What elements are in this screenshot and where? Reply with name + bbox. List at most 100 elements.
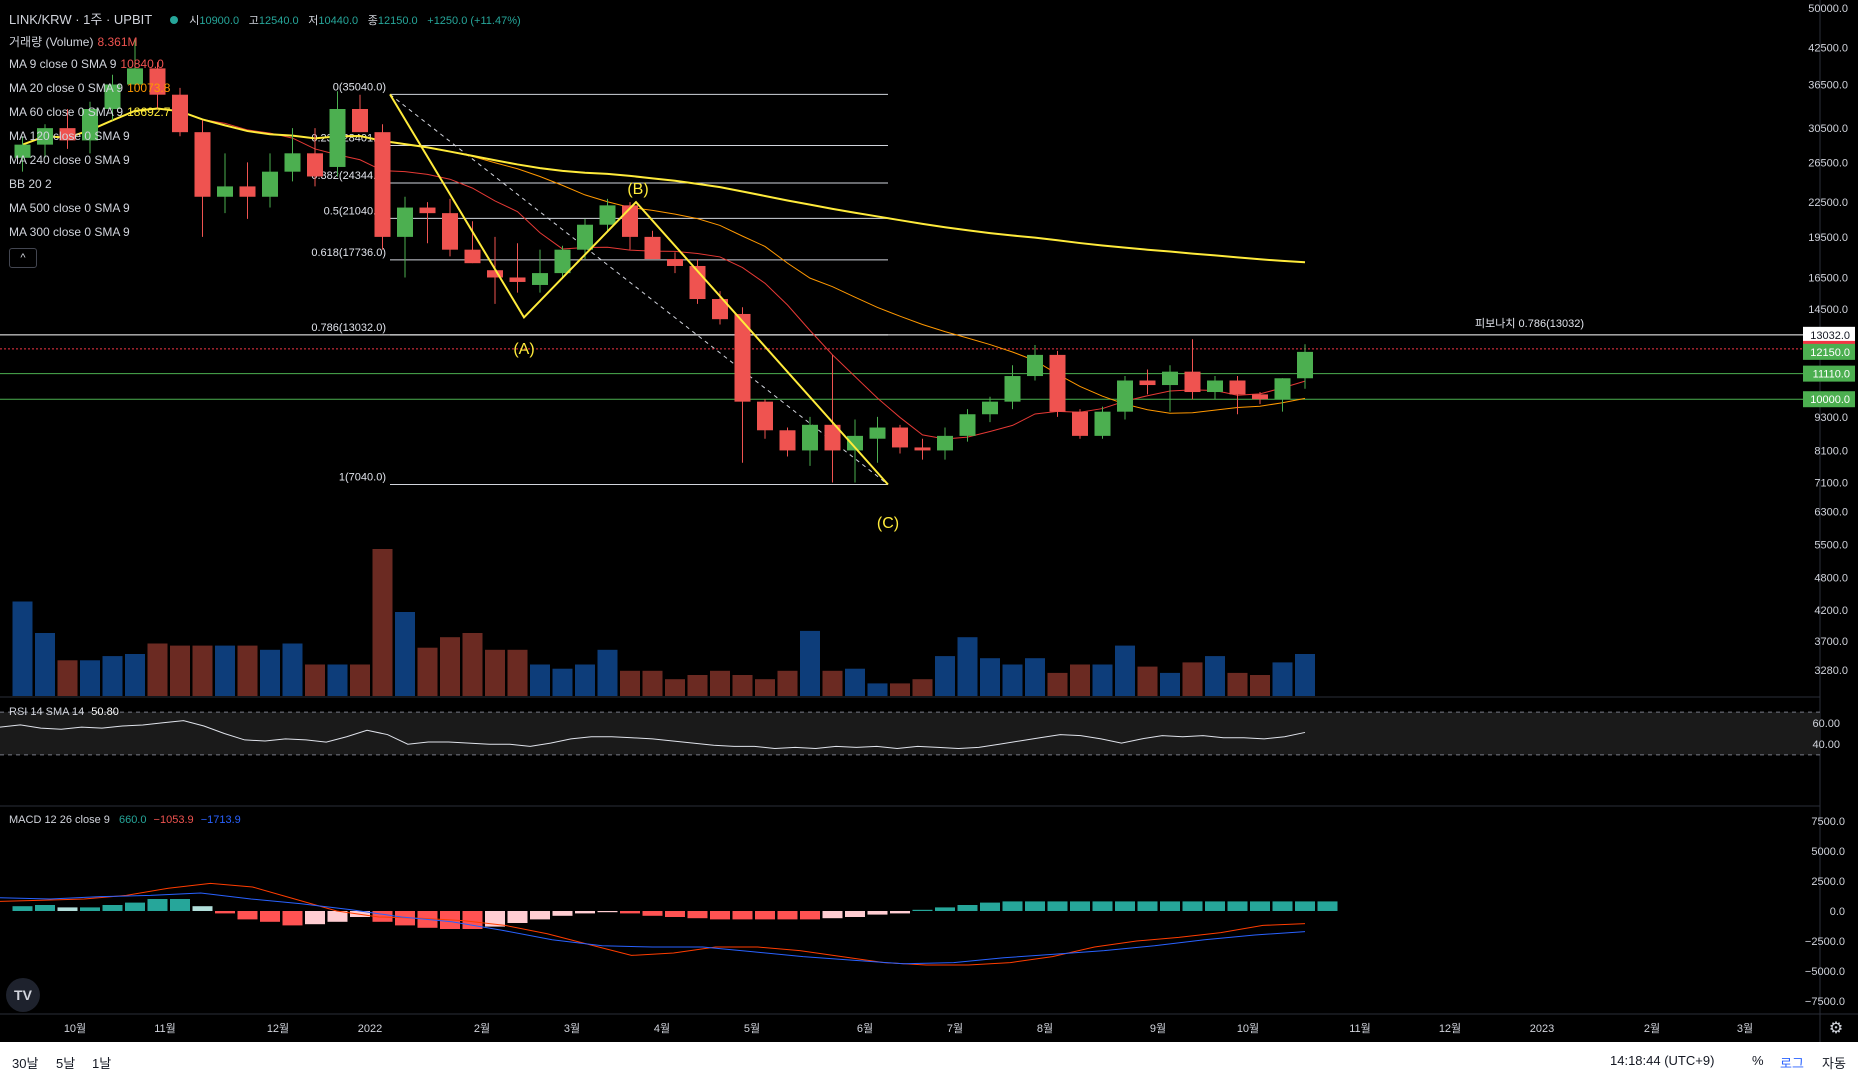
candle-body — [982, 401, 998, 415]
volume-bar — [485, 649, 505, 696]
macd-label: MACD 12 26 close 9 — [9, 814, 110, 826]
macd-histogram-bar — [530, 911, 550, 920]
tradingview-logo[interactable]: TV — [6, 978, 40, 1012]
volume-bar — [440, 637, 460, 696]
macd-histogram-bar — [485, 911, 505, 927]
macd-histogram-bar — [80, 907, 100, 911]
time-axis-label: 2022 — [358, 1023, 382, 1035]
indicator-row[interactable]: MA 9 close 0 SMA 9 10840.0 — [9, 57, 168, 71]
candle-body — [464, 249, 481, 264]
time-axis-label: 2023 — [1530, 1023, 1554, 1035]
macd-histogram-bar — [845, 911, 865, 917]
elliott-wave-line — [389, 93, 889, 486]
macd-histogram-bar — [192, 906, 213, 911]
price-tag-label: 11110.0 — [1813, 369, 1850, 381]
candle-body — [1274, 378, 1291, 400]
macd-axis-label: 0.0 — [1830, 906, 1845, 918]
indicator-label: MA 60 close 0 SMA 9 — [9, 105, 124, 119]
price-axis-label: 4200.0 — [1814, 605, 1848, 617]
auto-scale-button[interactable]: 자동 — [1822, 1056, 1846, 1071]
candle-body — [1049, 354, 1066, 412]
indicator-row[interactable]: 거래량 (Volume) 8.361M — [9, 33, 142, 50]
indicator-label: MA 120 close 0 SMA 9 — [9, 129, 130, 143]
macd-histogram-bar — [687, 911, 708, 919]
candle-body — [757, 401, 773, 431]
percent-scale-button[interactable]: % — [1752, 1053, 1764, 1068]
time-axis-label: 3월 — [1737, 1022, 1753, 1035]
macd-histogram-bar — [1047, 901, 1068, 911]
indicator-row[interactable]: MA 120 close 0 SMA 9 — [9, 129, 134, 143]
chart-canvas[interactable]: 0(35040.0)0.236(28401.0)0.382(24344.0)0.… — [0, 0, 1858, 1042]
candle-body — [824, 424, 841, 451]
price-axis-label: 8100.0 — [1814, 445, 1848, 457]
volume-bar — [102, 656, 123, 696]
indicator-row[interactable]: MA 500 close 0 SMA 9 — [9, 201, 134, 215]
macd-histogram-bar — [620, 911, 640, 914]
indicator-label: 거래량 (Volume) — [9, 35, 94, 49]
indicator-row[interactable]: BB 20 2 — [9, 177, 56, 191]
macd-histogram-bar — [170, 899, 190, 911]
volume-bar — [642, 670, 663, 696]
indicator-row[interactable]: MA 60 close 0 SMA 9 18692.7 — [9, 105, 174, 119]
volume-bar — [57, 660, 78, 696]
macd-signal-value: −1713.9 — [200, 814, 241, 826]
macd-histogram-bar — [1070, 901, 1090, 911]
timeframe-5d-button[interactable]: 5날 — [56, 1056, 76, 1071]
rsi-line — [0, 720, 1306, 749]
candle-body — [217, 186, 233, 197]
price-axis-label: 4800.0 — [1814, 573, 1848, 585]
macd-histogram-bar — [1137, 901, 1158, 911]
volume-bar — [1115, 645, 1135, 696]
ohlc-low: 10440.0 — [318, 15, 359, 27]
candle-body — [599, 205, 616, 225]
candle-body — [509, 277, 526, 282]
macd-line — [0, 882, 1306, 966]
volume-bar — [755, 679, 775, 696]
macd-histogram-bar — [35, 905, 55, 911]
macd-histogram-bar — [597, 911, 618, 913]
volume-bar — [1182, 662, 1203, 696]
indicator-row[interactable]: MA 240 close 0 SMA 9 — [9, 153, 134, 167]
time-axis-label: 11월 — [154, 1022, 176, 1035]
clock-timezone[interactable]: 14:18:44 (UTC+9) — [1610, 1053, 1715, 1068]
volume-bar — [1227, 672, 1248, 696]
candle-body — [532, 273, 548, 285]
timeframe-30d-button[interactable]: 30날 — [12, 1056, 39, 1071]
candle-body — [194, 132, 211, 197]
candle-body — [577, 224, 593, 250]
candle-body — [869, 427, 886, 439]
price-axis-label: 7100.0 — [1814, 477, 1848, 489]
candle-body — [622, 205, 638, 237]
rsi-label: RSI 14 SMA 14 — [9, 706, 85, 718]
settings-gear-icon[interactable]: ⚙ — [1829, 1018, 1843, 1037]
volume-bar — [800, 630, 820, 696]
rsi-value: 50.80 — [91, 706, 119, 718]
collapse-legend-button[interactable]: ^ — [9, 248, 37, 268]
volume-bar — [1025, 658, 1045, 696]
symbol-title[interactable]: LINK/KRW · 1주 · UPBIT — [9, 12, 152, 27]
macd-axis-label: 2500.0 — [1811, 876, 1845, 888]
indicator-label: MA 20 close 0 SMA 9 — [9, 81, 124, 95]
macd-legend[interactable]: MACD 12 26 close 9 660.0 −1053.9 −1713.9 — [9, 814, 241, 826]
macd-histogram-bar — [260, 911, 280, 922]
macd-histogram-bar — [237, 911, 258, 920]
volume-bar — [1047, 672, 1068, 696]
time-axis-label: 3월 — [564, 1022, 580, 1035]
volume-bar — [1137, 666, 1158, 696]
indicator-value: 18692.7 — [127, 105, 171, 119]
volume-bar — [845, 668, 865, 696]
price-axis-label: 50000.0 — [1808, 3, 1848, 15]
candle-body — [554, 249, 571, 274]
timeframe-1d-button[interactable]: 1날 — [92, 1056, 112, 1071]
ohlc-change: +1250.0 (+11.47%) — [427, 15, 521, 27]
indicator-row[interactable]: MA 20 close 0 SMA 9 10073.8 — [9, 81, 174, 95]
candle-body — [959, 414, 976, 436]
macd-histogram-bar — [642, 911, 663, 916]
candle-body — [1094, 411, 1111, 436]
moving-average-line — [449, 151, 1306, 414]
log-scale-button[interactable]: 로그 — [1780, 1056, 1804, 1071]
candle-body — [1072, 411, 1088, 436]
indicator-row[interactable]: MA 300 close 0 SMA 9 — [9, 225, 134, 239]
rsi-legend[interactable]: RSI 14 SMA 14 50.80 — [9, 706, 119, 718]
volume-bar — [215, 645, 235, 696]
